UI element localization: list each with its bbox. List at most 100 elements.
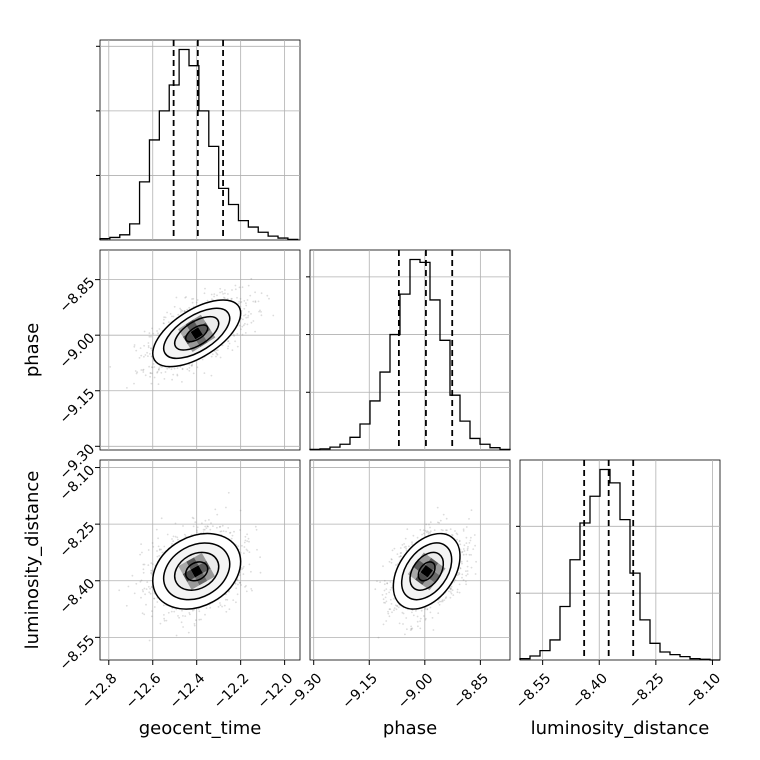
scatter-point (223, 297, 226, 299)
scatter-point (160, 366, 163, 368)
scatter-point (177, 538, 179, 541)
scatter-point (182, 615, 184, 617)
scatter-point (150, 562, 153, 564)
scatter-point (396, 605, 399, 607)
scatter-point (140, 369, 143, 371)
scatter-point (250, 313, 252, 315)
scatter-point (429, 530, 432, 533)
scatter-point (236, 345, 239, 348)
scatter-point (467, 546, 469, 548)
scatter-point (216, 526, 218, 529)
scatter-point (243, 314, 245, 317)
scatter-point (238, 286, 241, 289)
scatter-point (151, 372, 153, 375)
scatter-point (225, 530, 228, 533)
scatter-point (231, 297, 233, 300)
scatter-point (148, 332, 151, 334)
scatter-point (150, 572, 153, 574)
scatter-point (226, 297, 229, 300)
scatter-point (412, 534, 415, 537)
scatter-point (162, 604, 165, 607)
scatter-point (147, 564, 150, 566)
scatter-point (395, 608, 398, 611)
scatter-point (220, 530, 223, 533)
scatter-point (157, 537, 160, 540)
scatter-point (149, 592, 152, 595)
scatter-point (210, 374, 213, 377)
scatter-point (173, 367, 176, 370)
scatter-point (188, 612, 191, 614)
scatter-point (255, 528, 258, 531)
scatter-point (388, 591, 390, 594)
contour-line (151, 532, 242, 610)
scatter-point (156, 550, 158, 552)
scatter-point (173, 610, 176, 613)
scatter-point (239, 305, 242, 308)
scatter-point (242, 324, 245, 327)
scatter-point (149, 372, 152, 374)
scatter-point (398, 622, 401, 625)
contour-line (173, 551, 220, 591)
scatter-point (151, 569, 154, 572)
scatter-point (388, 560, 391, 563)
scatter-point (171, 538, 173, 540)
scatter-point (192, 525, 195, 528)
scatter-point (446, 529, 448, 532)
scatter-point (147, 585, 150, 588)
scatter-point (227, 491, 230, 494)
scatter-point (426, 608, 429, 611)
scatter-point (204, 519, 207, 522)
scatter-point (158, 328, 161, 330)
scatter-point (213, 293, 216, 295)
scatter-point (465, 553, 468, 556)
scatter-point (247, 316, 249, 319)
scatter-point (242, 567, 244, 569)
scatter-point (224, 292, 226, 295)
scatter-point (227, 293, 229, 295)
x-tick-label: −8.25 (626, 670, 668, 712)
scatter-point (458, 571, 460, 574)
scatter-point (429, 532, 432, 534)
scatter-point (458, 591, 461, 594)
scatter-point (452, 594, 455, 596)
scatter-point (193, 624, 196, 627)
scatter-point (259, 571, 262, 574)
scatter-point (188, 306, 191, 309)
scatter-point (389, 588, 392, 591)
scatter-point (163, 316, 166, 319)
scatter-point (146, 581, 149, 583)
scatter-point (172, 535, 175, 538)
scatter-point (139, 553, 142, 556)
scatter-point (243, 300, 246, 302)
scatter-point (390, 586, 393, 589)
scatter-point (259, 556, 261, 559)
scatter-point (109, 366, 112, 368)
scatter-point (158, 369, 160, 371)
scatter-point (451, 534, 454, 537)
scatter-point (183, 310, 186, 312)
scatter-point (429, 611, 432, 614)
scatter-point (181, 367, 184, 370)
scatter-point (195, 619, 197, 622)
scatter-point (390, 558, 393, 561)
scatter-point (237, 545, 239, 547)
scatter-point (156, 330, 159, 332)
scatter-point (462, 553, 465, 556)
density-cell (190, 565, 203, 578)
scatter-point (449, 596, 452, 599)
scatter-point (135, 582, 138, 585)
scatter-point (250, 277, 253, 280)
scatter-point (473, 534, 476, 536)
scatter-point (172, 373, 175, 376)
scatter-point (462, 548, 465, 550)
scatter-point (450, 585, 453, 588)
density-cell (420, 565, 433, 578)
scatter-point (175, 634, 178, 637)
scatter-point (245, 302, 247, 305)
scatter-point (177, 615, 179, 617)
scatter-point (383, 589, 386, 592)
scatter-point (385, 600, 388, 603)
scatter-point (236, 579, 239, 581)
scatter-point (150, 572, 153, 574)
scatter-point (221, 344, 224, 347)
